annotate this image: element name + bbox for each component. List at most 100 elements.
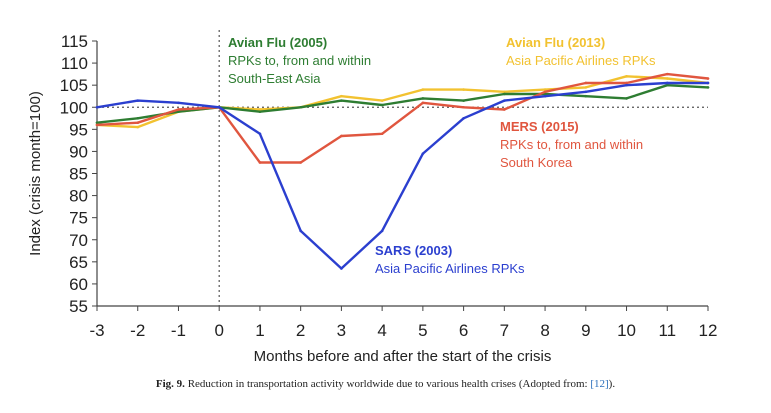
data-point-mers2015 — [462, 105, 465, 109]
data-point-avian2005 — [177, 110, 180, 113]
annotation-title-avian2013: Avian Flu (2013) — [506, 35, 605, 50]
x-tick-label: 10 — [617, 321, 636, 340]
data-point-avian2005 — [462, 99, 465, 102]
data-point-sars2003 — [299, 229, 302, 233]
annotation-text-avian2013: Asia Pacific Airlines RPKs — [506, 53, 656, 68]
data-point-avian2013 — [258, 108, 262, 111]
data-point-avian2013 — [665, 77, 669, 80]
data-point-mers2015 — [380, 132, 384, 136]
data-point-avian2013 — [543, 88, 547, 91]
x-tick-label: 7 — [500, 321, 509, 340]
caption-end: ). — [608, 378, 616, 390]
data-point-avian2013 — [136, 125, 140, 129]
data-point-mers2015 — [584, 81, 588, 85]
data-point-mers2015 — [95, 123, 99, 127]
y-tick-label: 75 — [69, 209, 88, 228]
caption-text: Reduction in transportation activity wor… — [184, 378, 591, 390]
series-line-mers2015 — [95, 72, 710, 164]
data-point-avian2005 — [625, 97, 628, 100]
y-tick-label: 115 — [61, 32, 88, 51]
data-point-avian2005 — [258, 110, 262, 113]
y-tick-label: 80 — [69, 187, 88, 206]
data-point-avian2005 — [584, 94, 588, 98]
y-tick-label: 90 — [69, 142, 88, 161]
data-point-sars2003 — [462, 116, 465, 120]
y-tick-label: 65 — [69, 253, 88, 272]
data-point-avian2005 — [665, 83, 669, 87]
x-tick-label: 1 — [255, 321, 264, 340]
data-point-avian2005 — [503, 92, 506, 96]
x-tick-label: 2 — [296, 321, 305, 340]
y-tick-label: 55 — [69, 297, 88, 316]
data-point-avian2005 — [95, 121, 99, 125]
data-point-mers2015 — [625, 81, 628, 85]
data-point-mers2015 — [421, 101, 425, 105]
x-tick-label: 8 — [540, 321, 549, 340]
data-point-sars2003 — [95, 105, 99, 109]
data-point-sars2003 — [340, 267, 343, 270]
data-point-mers2015 — [136, 121, 140, 125]
data-point-avian2005 — [136, 116, 140, 120]
data-point-sars2003 — [136, 99, 140, 102]
data-point-sars2003 — [665, 81, 669, 85]
y-tick-label: 100 — [60, 98, 88, 117]
data-point-avian2005 — [299, 105, 302, 109]
x-axis-title: Months before and after the start of the… — [254, 348, 552, 365]
x-tick-label: 9 — [581, 321, 590, 340]
data-point-sars2003 — [584, 90, 588, 94]
annotation-text-avian2005: South-East Asia — [228, 71, 321, 86]
y-tick-label: 110 — [61, 54, 88, 73]
x-tick-label: 6 — [459, 321, 468, 340]
caption-reference-link[interactable]: [12] — [590, 378, 609, 390]
y-tick-label: 105 — [60, 76, 88, 95]
x-tick-label: -1 — [171, 321, 186, 340]
data-point-avian2013 — [503, 90, 506, 94]
y-tick-label: 60 — [69, 275, 88, 294]
series-line-sars2003 — [95, 81, 710, 270]
annotation-title-sars2003: SARS (2003) — [375, 243, 452, 258]
annotation-text-mers2015: RPKs to, from and within — [500, 137, 643, 152]
data-point-sars2003 — [217, 105, 221, 109]
data-point-avian2005 — [706, 86, 710, 89]
data-point-sars2003 — [503, 99, 506, 102]
y-tick-label: 85 — [69, 165, 88, 184]
caption-label: Fig. 9. — [155, 378, 185, 390]
data-point-mers2015 — [706, 77, 710, 80]
data-point-avian2005 — [421, 97, 425, 100]
x-tick-label: 12 — [699, 321, 718, 340]
data-point-sars2003 — [380, 229, 384, 233]
data-point-mers2015 — [503, 108, 506, 111]
y-axis-title: Index (crisis month=100) — [27, 91, 44, 256]
data-point-sars2003 — [177, 101, 180, 105]
x-tick-label: 3 — [337, 321, 346, 340]
annotation-text-sars2003: Asia Pacific Airlines RPKs — [375, 261, 525, 276]
data-point-mers2015 — [258, 161, 262, 164]
x-tick-label: 4 — [377, 321, 386, 340]
data-point-avian2005 — [380, 103, 384, 107]
data-point-avian2013 — [340, 94, 343, 98]
data-point-sars2003 — [421, 152, 425, 155]
x-tick-label: 0 — [214, 321, 223, 340]
data-point-mers2015 — [665, 72, 669, 76]
figure-caption: Fig. 9. Reduction in transportation acti… — [0, 378, 771, 390]
data-point-mers2015 — [177, 108, 180, 111]
annotation-text-avian2005: RPKs to, from and within — [228, 53, 371, 68]
y-tick-label: 70 — [69, 231, 88, 250]
x-tick-label: -2 — [130, 321, 145, 340]
data-point-sars2003 — [706, 81, 710, 85]
data-point-mers2015 — [299, 161, 302, 164]
annotation-title-mers2015: MERS (2015) — [500, 119, 579, 134]
data-point-avian2013 — [462, 88, 465, 91]
data-point-avian2005 — [340, 99, 343, 102]
x-tick-label: 11 — [658, 321, 676, 340]
data-point-mers2015 — [340, 134, 343, 138]
data-point-avian2013 — [625, 75, 628, 78]
y-tick-label: 95 — [69, 120, 88, 139]
annotation-title-avian2005: Avian Flu (2005) — [228, 35, 327, 50]
annotation-text-mers2015: South Korea — [500, 155, 573, 170]
data-point-avian2013 — [380, 99, 384, 102]
data-point-sars2003 — [258, 132, 262, 136]
data-point-sars2003 — [625, 83, 628, 87]
